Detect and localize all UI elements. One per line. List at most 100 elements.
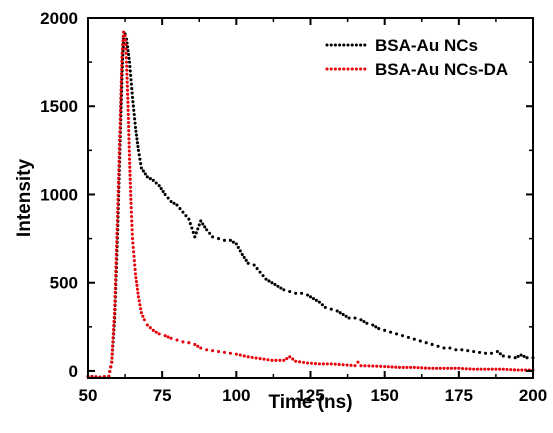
data-point bbox=[359, 364, 363, 368]
data-point bbox=[116, 189, 120, 193]
data-point bbox=[132, 113, 136, 117]
data-point bbox=[166, 196, 170, 200]
data-point bbox=[132, 108, 136, 112]
data-point bbox=[390, 365, 394, 369]
data-point bbox=[159, 187, 163, 191]
data-point bbox=[308, 295, 313, 299]
data-point bbox=[120, 72, 124, 76]
data-point bbox=[356, 360, 360, 364]
data-point bbox=[472, 367, 476, 371]
data-point bbox=[123, 38, 127, 42]
data-point bbox=[115, 244, 119, 248]
data-point bbox=[124, 56, 128, 60]
data-point bbox=[141, 169, 145, 173]
data-point bbox=[325, 362, 329, 366]
data-point bbox=[120, 63, 124, 68]
data-point bbox=[305, 361, 310, 365]
data-point bbox=[236, 245, 240, 249]
x-tick-label: 50 bbox=[79, 386, 98, 405]
data-point bbox=[113, 282, 118, 286]
data-point bbox=[466, 349, 470, 353]
data-point bbox=[117, 151, 121, 155]
data-point bbox=[279, 286, 283, 290]
data-point bbox=[228, 351, 232, 355]
data-point bbox=[138, 303, 142, 307]
data-point bbox=[129, 78, 133, 82]
data-point bbox=[522, 354, 526, 358]
data-point bbox=[118, 113, 122, 117]
data-point bbox=[115, 235, 119, 239]
legend-swatch-dot bbox=[363, 43, 367, 47]
data-point bbox=[139, 307, 143, 311]
legend-swatch-dot bbox=[329, 67, 333, 71]
data-point bbox=[120, 51, 124, 55]
data-point bbox=[116, 193, 120, 197]
data-point bbox=[131, 241, 135, 245]
data-point bbox=[111, 336, 115, 340]
data-point bbox=[127, 157, 132, 161]
data-point bbox=[128, 69, 132, 73]
data-point bbox=[191, 230, 195, 234]
data-point bbox=[254, 356, 258, 360]
data-point bbox=[337, 362, 341, 367]
data-point bbox=[129, 197, 133, 201]
data-point bbox=[136, 144, 140, 149]
data-point bbox=[135, 137, 139, 141]
data-point bbox=[475, 367, 479, 371]
data-point bbox=[112, 319, 116, 323]
data-point bbox=[114, 273, 118, 277]
data-point bbox=[130, 223, 134, 227]
data-point bbox=[145, 175, 149, 179]
x-tick-label: 125 bbox=[296, 386, 324, 405]
data-point bbox=[169, 336, 173, 340]
data-point bbox=[276, 284, 280, 288]
data-point bbox=[133, 263, 137, 267]
data-point bbox=[291, 357, 295, 361]
data-point bbox=[498, 367, 502, 371]
data-point bbox=[397, 365, 402, 369]
data-point bbox=[161, 189, 165, 194]
data-point bbox=[389, 330, 393, 334]
data-point bbox=[119, 84, 123, 88]
data-point bbox=[305, 293, 310, 297]
data-point bbox=[129, 201, 133, 205]
data-point bbox=[234, 242, 238, 246]
data-point bbox=[270, 358, 274, 362]
data-point bbox=[126, 52, 131, 57]
data-point bbox=[117, 155, 121, 159]
data-point bbox=[353, 364, 357, 368]
data-point bbox=[133, 121, 137, 125]
data-point bbox=[125, 72, 129, 76]
data-point bbox=[460, 348, 464, 352]
data-point bbox=[118, 142, 122, 146]
data-point bbox=[494, 367, 498, 371]
data-point bbox=[181, 210, 185, 214]
data-point bbox=[148, 177, 152, 181]
data-point bbox=[294, 359, 298, 363]
data-point bbox=[133, 272, 138, 276]
data-point bbox=[119, 96, 123, 100]
data-point bbox=[127, 56, 131, 60]
data-point bbox=[371, 364, 375, 368]
data-point bbox=[118, 138, 122, 142]
data-point bbox=[113, 307, 117, 311]
data-point bbox=[112, 323, 116, 328]
data-point bbox=[184, 214, 188, 218]
data-point bbox=[329, 307, 333, 311]
data-point bbox=[118, 130, 122, 134]
data-point bbox=[111, 332, 115, 336]
data-point bbox=[363, 364, 367, 368]
data-point bbox=[222, 350, 227, 354]
data-point bbox=[187, 217, 191, 221]
legend-swatch-dot bbox=[338, 67, 342, 71]
data-point bbox=[108, 369, 112, 374]
data-point bbox=[127, 125, 131, 129]
data-point bbox=[120, 68, 124, 72]
data-point bbox=[478, 350, 482, 354]
data-point bbox=[240, 252, 244, 257]
data-point bbox=[117, 163, 121, 168]
data-point bbox=[205, 228, 209, 232]
data-point bbox=[117, 147, 121, 151]
data-point bbox=[436, 344, 440, 348]
data-point bbox=[246, 355, 250, 359]
